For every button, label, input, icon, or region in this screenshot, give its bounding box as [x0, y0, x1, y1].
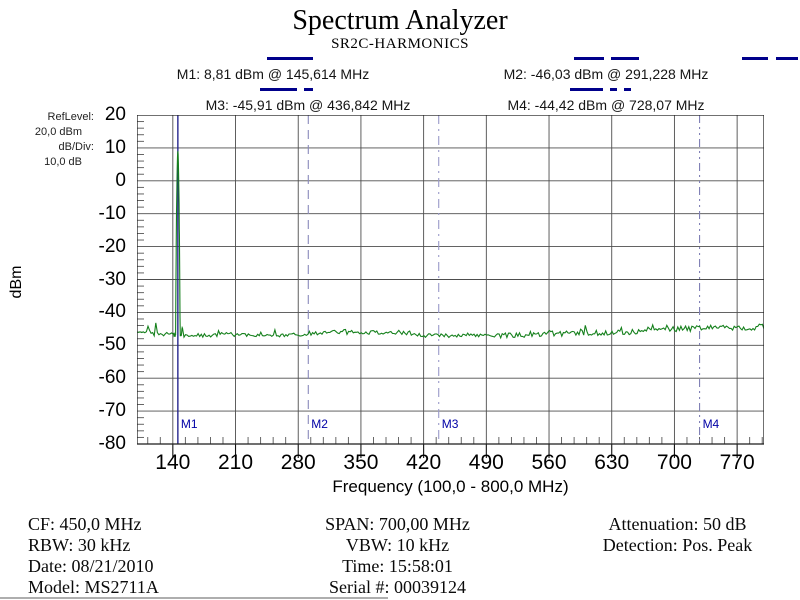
detection-readout: Detection: Pos. Peak	[602, 535, 753, 555]
vbw-readout: VBW: 10 kHz	[345, 535, 450, 555]
plot-border	[137, 115, 764, 445]
x-tick-label: 700	[656, 451, 692, 474]
rbw-readout: RBW: 30 kHz	[28, 535, 131, 555]
y-tick-label: -20	[98, 235, 126, 257]
marker3-legend: M3: -45,91 dBm @ 436,842 MHz	[183, 88, 433, 113]
dashed-line-sample-icon	[742, 57, 798, 60]
serial-number-readout: Serial #: 00039124	[329, 577, 466, 597]
marker4-line-style-icon	[475, 88, 725, 91]
x-axis-title: Frequency (100,0 - 800,0 MHz)	[332, 477, 569, 496]
marker-flag-m1: M1	[181, 417, 198, 431]
db-per-div-value: 10,0 dB	[44, 156, 82, 168]
y-tick-label: -70	[98, 400, 126, 422]
settings-column-center: SPAN: 700,00 MHz VBW: 10 kHz Time: 15:58…	[295, 514, 500, 598]
ref-level-value: 20,0 dBm	[34, 126, 82, 138]
y-tick-label: 10	[104, 136, 126, 158]
trace-title: SR2C-HARMONICS	[331, 36, 469, 52]
settings-column-right: Attenuation: 50 dB Detection: Pos. Peak	[585, 514, 770, 556]
marker2-line-style-icon	[481, 57, 731, 60]
spectrum-plot: M1 M2 M3 M4	[137, 115, 764, 458]
marker3-line-style-icon	[161, 88, 411, 91]
x-tick-label: 140	[155, 451, 191, 474]
y-tick-label: -10	[98, 202, 126, 224]
marker1-line-style-icon	[165, 57, 415, 60]
x-tick-label: 210	[217, 451, 254, 474]
page-edge-divider	[0, 597, 388, 599]
model-readout: Model: MS2711A	[28, 577, 159, 597]
center-frequency-readout: CF: 450,0 MHz	[28, 514, 142, 534]
x-tick-label: 770	[719, 451, 755, 474]
y-tick-label: -30	[98, 268, 126, 290]
marker4-legend: M4: -44,42 dBm @ 728,07 MHz	[481, 88, 731, 113]
marker-flag-m4: M4	[703, 417, 720, 431]
marker4-readout: M4: -44,42 dBm @ 728,07 MHz	[507, 97, 705, 113]
db-per-div-label: dB/Div:	[58, 141, 94, 153]
x-tick-label: 630	[594, 451, 630, 474]
settings-column-left: CF: 450,0 MHz RBW: 30 kHz Date: 08/21/20…	[28, 514, 159, 598]
ref-level-label: RefLevel:	[47, 111, 94, 123]
x-tick-label: 560	[531, 451, 567, 474]
x-tick-label: 280	[280, 451, 316, 474]
page-title: Spectrum Analyzer	[292, 5, 508, 36]
marker3-readout: M3: -45,91 dBm @ 436,842 MHz	[205, 97, 411, 113]
date-readout: Date: 08/21/2010	[28, 556, 154, 576]
span-readout: SPAN: 700,00 MHz	[325, 514, 470, 534]
y-tick-label: -50	[98, 334, 126, 356]
ref-level-panel: RefLevel: 20,0 dBm dB/Div: 10,0 dB	[14, 110, 94, 170]
y-tick-label: -80	[98, 433, 126, 454]
attenuation-readout: Attenuation: 50 dB	[608, 514, 747, 534]
marker2-legend: M2: -46,03 dBm @ 291,228 MHz	[481, 57, 731, 82]
y-tick-label: 20	[104, 104, 126, 125]
y-axis-unit-label: dBm	[8, 265, 25, 299]
marker2-readout: M2: -46,03 dBm @ 291,228 MHz	[503, 66, 709, 82]
marker-flag-m2: M2	[311, 417, 328, 431]
x-tick-label: 490	[468, 451, 504, 474]
spectrum-trace	[137, 150, 764, 340]
y-tick-label: 0	[115, 169, 126, 191]
y-tick-label: -60	[98, 367, 126, 389]
marker-flag-m3: M3	[442, 417, 459, 431]
x-tick-label: 350	[343, 451, 379, 474]
marker1-readout: M1: 8,81 dBm @ 145,614 MHz	[176, 66, 370, 82]
x-tick-label: 420	[406, 451, 442, 474]
y-tick-label: -40	[98, 301, 126, 323]
time-readout: Time: 15:58:01	[342, 556, 453, 576]
marker1-legend: M1: 8,81 dBm @ 145,614 MHz	[148, 57, 398, 82]
